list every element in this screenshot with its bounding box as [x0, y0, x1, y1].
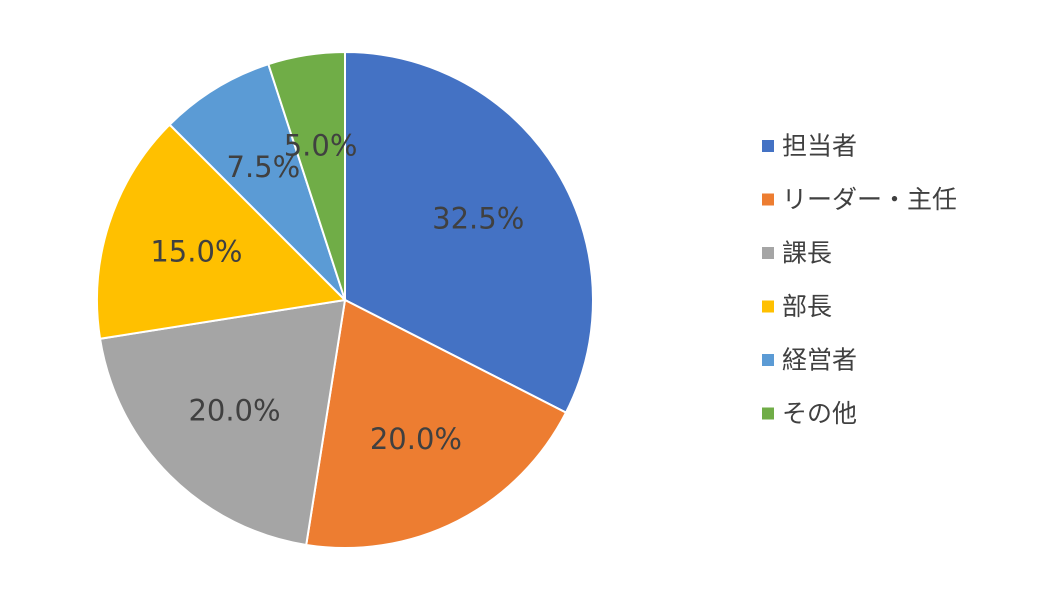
pie-slice-3 [98, 298, 347, 547]
data-label-4: 15.0% [150, 235, 242, 269]
data-label-2: 20.0% [370, 422, 462, 456]
legend-label-2: リーダー・主任 [782, 185, 957, 214]
pie-data-labels: 32.5% 20.0% 20.0% 15.0% 7.5%5.0% [150, 129, 524, 457]
legend-label-1: 担当者 [782, 132, 857, 161]
legend-swatch-6 [762, 407, 774, 420]
pie-slice-4 [96, 123, 348, 340]
pie-slice-2 [305, 298, 568, 550]
pie-slice-1 [344, 50, 595, 414]
legend-swatch-3 [762, 247, 774, 259]
pie-slice-6 [267, 50, 346, 301]
data-label-5: 7.5% [227, 150, 301, 184]
legend-label-4: 部長 [782, 292, 832, 321]
legend-label-5: 経営者 [782, 346, 857, 375]
data-label-3: 20.0% [188, 393, 280, 427]
legend-swatch-4 [762, 300, 774, 313]
data-label-6: 5.0% [284, 129, 358, 163]
data-label-1: 32.5% [432, 201, 524, 235]
legend-label-6: その他 [782, 399, 857, 428]
legend-swatch-5 [762, 354, 774, 366]
pie-slices [96, 50, 595, 550]
pie-slice-5 [168, 62, 346, 301]
legend-swatch-2 [762, 193, 774, 206]
legend-swatch-1 [762, 140, 774, 152]
legend-label-3: 課長 [782, 239, 832, 268]
